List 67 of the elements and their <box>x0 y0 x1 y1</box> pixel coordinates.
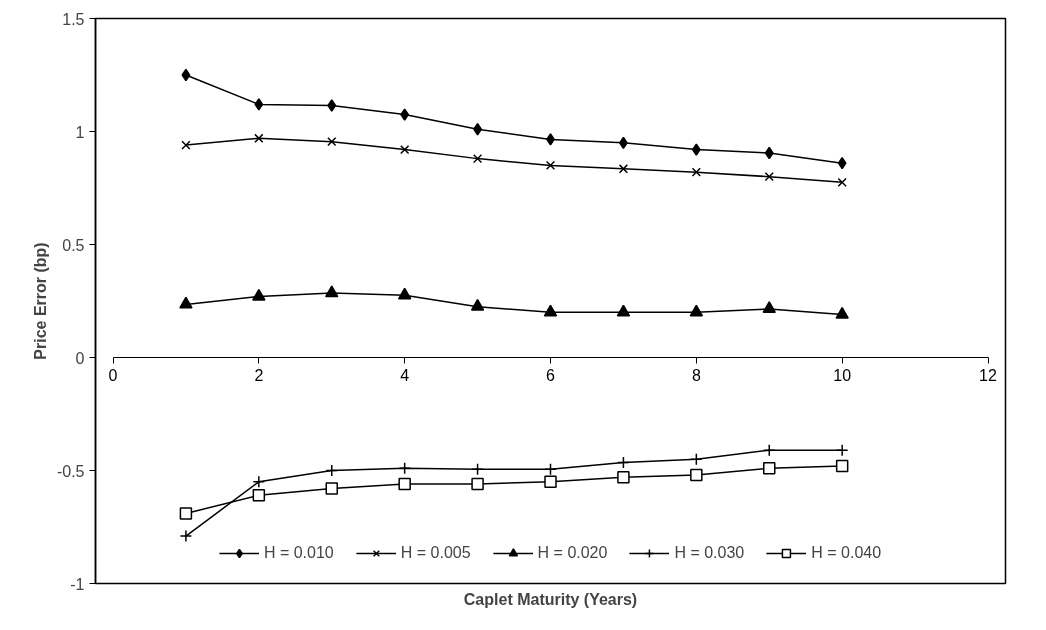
point <box>327 99 337 112</box>
point <box>544 475 557 489</box>
point <box>837 156 847 170</box>
x-tick-label: 8 <box>691 366 701 384</box>
x-tick-label: 4 <box>400 366 410 384</box>
point <box>398 461 411 475</box>
point <box>471 463 484 476</box>
x-tick-label: 10 <box>833 366 852 384</box>
point <box>543 304 558 317</box>
point <box>835 306 849 319</box>
legend-label: H = 0.005 <box>400 544 471 562</box>
point <box>470 298 485 311</box>
point <box>616 304 631 317</box>
point <box>252 475 266 489</box>
point <box>618 164 629 174</box>
point <box>764 146 774 160</box>
point <box>472 153 483 164</box>
point <box>252 489 266 502</box>
x-tick-label: 2 <box>254 366 264 384</box>
point <box>617 456 630 469</box>
point <box>691 167 701 177</box>
point <box>400 144 410 155</box>
y-tick-label: 1.5 <box>62 10 85 28</box>
point <box>327 137 337 147</box>
point <box>690 452 703 466</box>
point <box>325 464 338 477</box>
point <box>325 482 338 495</box>
point <box>181 140 191 150</box>
x-axis-title: Caplet Maturity (Years) <box>463 590 638 608</box>
y-tick-label: 1 <box>75 123 85 141</box>
point <box>254 98 264 111</box>
point <box>254 133 264 143</box>
point <box>764 172 774 182</box>
point <box>179 529 193 543</box>
point <box>690 468 703 482</box>
x-tick-label: 6 <box>546 366 556 384</box>
x-tick-label: 12 <box>979 366 997 384</box>
x-tick-label: 0 <box>108 366 118 384</box>
point <box>835 443 849 457</box>
legend-label: H = 0.010 <box>263 544 334 562</box>
point <box>835 459 849 473</box>
point <box>691 143 701 156</box>
y-tick-label: 0 <box>75 349 85 367</box>
point <box>762 301 776 314</box>
point <box>763 461 776 475</box>
point <box>325 285 339 298</box>
point <box>398 477 411 491</box>
point <box>179 296 193 309</box>
point <box>617 471 630 484</box>
legend-label: H = 0.020 <box>537 544 608 562</box>
y-tick-label: -0.5 <box>56 462 85 480</box>
point <box>689 304 704 317</box>
legend-label: H = 0.040 <box>811 544 882 562</box>
point <box>837 177 847 187</box>
point <box>471 477 484 491</box>
point <box>545 160 556 171</box>
y-tick-label: -1 <box>70 575 85 593</box>
y-tick-label: 0.5 <box>62 236 85 254</box>
point <box>763 443 776 457</box>
point <box>544 463 557 476</box>
y-axis-title: Price Error (bp) <box>31 242 49 360</box>
point <box>181 68 191 82</box>
legend-label: H = 0.030 <box>674 544 745 562</box>
point <box>252 288 266 301</box>
point <box>397 287 412 300</box>
point <box>400 108 410 121</box>
point <box>179 507 193 520</box>
